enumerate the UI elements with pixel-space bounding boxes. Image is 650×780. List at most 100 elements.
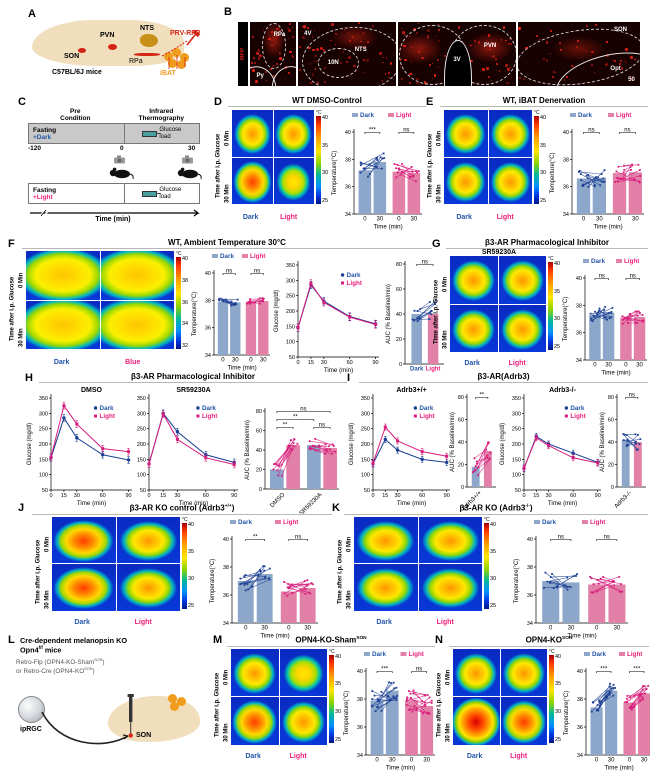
rfp-speckle — [401, 78, 403, 80]
svg-text:350: 350 — [512, 396, 521, 402]
condition-label: Dark — [464, 360, 480, 367]
rfp-speckle — [331, 23, 334, 26]
svg-text:0: 0 — [624, 363, 628, 369]
thermal-image — [26, 301, 100, 350]
svg-text:38: 38 — [205, 298, 211, 304]
svg-text:38: 38 — [223, 565, 229, 571]
svg-text:0: 0 — [611, 485, 614, 491]
svg-text:350: 350 — [137, 396, 146, 402]
rfp-speckle — [518, 27, 521, 30]
svg-text:ns: ns — [630, 274, 636, 280]
svg-text:34: 34 — [576, 358, 582, 364]
condition-label: Dark — [243, 214, 259, 221]
svg-text:80: 80 — [396, 262, 402, 268]
virus-line-2: or Retro-Cre (OPN4-KOSON) — [16, 667, 213, 675]
svg-text:40: 40 — [576, 276, 582, 282]
svg-text:50: 50 — [42, 488, 48, 494]
timepoint-label: 30 Min — [43, 572, 52, 627]
svg-text:15: 15 — [308, 360, 314, 366]
svg-text:Glucose (mg/dl): Glucose (mg/dl) — [274, 290, 280, 332]
svg-text:30: 30 — [74, 493, 80, 499]
svg-text:36: 36 — [577, 725, 583, 731]
bar — [371, 700, 384, 755]
timepoint-label: 0 Min — [17, 251, 26, 309]
panel-K: K β3-AR KO (Adrb3-/-) Time after i.p. Gl… — [332, 502, 648, 632]
rfp-speckle — [401, 28, 402, 29]
svg-text:Adrb3-/-: Adrb3-/- — [549, 387, 577, 394]
rfp-speckle — [253, 57, 255, 59]
rfp-speckle — [438, 24, 439, 25]
svg-text:ns: ns — [254, 269, 260, 275]
thermal-image — [117, 517, 181, 564]
bar — [393, 172, 406, 214]
timepoint-label: 0 Min — [444, 649, 453, 705]
svg-text:Light: Light — [627, 651, 643, 658]
thermal-image — [444, 158, 488, 205]
rfp-speckle — [257, 49, 260, 52]
colorbar-gradient — [329, 655, 334, 743]
bar — [408, 173, 421, 214]
svg-text:Dark: Dark — [570, 405, 584, 412]
thermal-grid — [231, 649, 327, 745]
bar — [218, 302, 228, 355]
svg-text:15: 15 — [382, 493, 388, 499]
svg-text:**: ** — [283, 423, 288, 429]
svg-text:100: 100 — [137, 473, 146, 479]
thermal-grid — [52, 517, 180, 611]
svg-text:30: 30 — [636, 363, 643, 369]
svg-text:0: 0 — [593, 363, 597, 369]
condition-label: Light — [290, 753, 307, 760]
panel-letter: K — [332, 502, 340, 514]
svg-text:100: 100 — [512, 473, 521, 479]
thermal-image — [489, 158, 533, 205]
fasting-label: Fasting — [33, 127, 124, 134]
title-rule — [440, 106, 648, 107]
svg-text:60: 60 — [347, 360, 353, 366]
svg-text:Temperature(°C): Temperature(°C) — [563, 297, 569, 341]
svg-text:Temperature(°C): Temperature(°C) — [564, 690, 570, 734]
svg-text:36: 36 — [205, 326, 211, 332]
thermal-grid — [354, 517, 482, 611]
svg-text:50: 50 — [289, 355, 295, 361]
svg-text:Dark: Dark — [347, 272, 361, 279]
svg-text:34: 34 — [357, 753, 363, 759]
svg-text:60: 60 — [608, 418, 614, 424]
bar — [563, 582, 580, 623]
svg-text:30: 30 — [232, 358, 239, 364]
timeline-scale: -120 0 30 — [28, 145, 206, 154]
region-label: PVN — [484, 43, 496, 49]
rfp-speckle — [299, 69, 301, 71]
thermal-image — [232, 110, 273, 157]
colorbar-gradient — [549, 655, 554, 743]
thermal-grid — [453, 649, 547, 745]
figure-page: { "colors":{ "dark_bar":"#8CA7CA","light… — [0, 0, 650, 760]
condition-label: Dark — [245, 753, 261, 760]
thermal-image — [499, 256, 547, 304]
svg-text:150: 150 — [512, 457, 521, 463]
rfp-label: RFP — [240, 48, 246, 60]
svg-text:20: 20 — [396, 337, 402, 343]
svg-text:**: ** — [253, 534, 258, 540]
panel-letter: G — [432, 238, 441, 250]
panel-title: β3-AR KO control (Adrb3+/+) — [32, 502, 332, 513]
